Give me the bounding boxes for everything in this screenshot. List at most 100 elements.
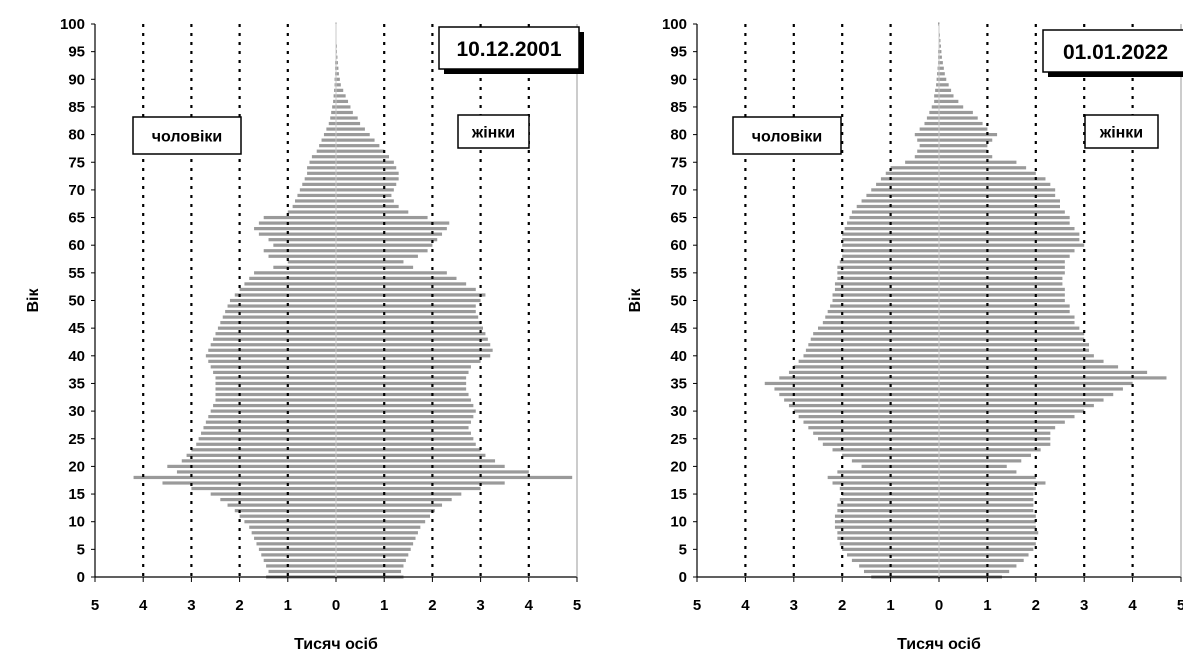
bar: [813, 431, 939, 435]
bar: [842, 238, 939, 242]
bar: [808, 426, 939, 430]
x-tick-label: 5: [91, 597, 99, 614]
bar: [268, 254, 336, 258]
bar: [336, 215, 428, 220]
x-tick-label: 5: [1177, 597, 1183, 614]
x-tick-label: 3: [476, 597, 484, 614]
bar: [336, 155, 390, 159]
bar: [827, 309, 939, 314]
bar: [914, 133, 939, 137]
pyramid-chart-2022: 0510152025303540455055606570758085909510…: [627, 16, 1183, 653]
bar: [939, 282, 1063, 286]
bar: [336, 298, 481, 303]
y-tick-label: 25: [68, 431, 85, 448]
bar: [176, 470, 336, 474]
bar: [244, 520, 336, 524]
bar: [939, 426, 1056, 430]
y-tick-label: 0: [77, 569, 85, 586]
bar: [215, 392, 336, 397]
bar: [939, 564, 1017, 568]
bar: [336, 481, 505, 485]
x-tick-label: 5: [573, 597, 581, 614]
bar: [258, 221, 336, 225]
bar: [162, 481, 336, 485]
bar: [336, 470, 529, 474]
bar: [851, 210, 939, 214]
bar: [336, 437, 474, 441]
bar: [220, 321, 336, 325]
bar: [939, 171, 1036, 175]
bar: [939, 542, 1036, 546]
bar: [939, 547, 1034, 551]
bar: [336, 188, 394, 192]
bar: [336, 72, 339, 76]
bar: [336, 403, 474, 408]
bar: [939, 160, 1017, 164]
bar: [939, 387, 1123, 391]
bar: [336, 138, 375, 142]
bar: [302, 182, 336, 186]
bar: [939, 343, 1090, 347]
bar: [336, 221, 450, 225]
x-tick-label: 0: [935, 597, 943, 614]
date-box: [438, 26, 580, 70]
bar: [328, 121, 336, 126]
bar: [798, 415, 939, 419]
bar: [939, 497, 1034, 502]
bar: [939, 149, 988, 153]
series-men: [764, 22, 940, 579]
bar: [227, 503, 336, 507]
bar: [336, 66, 339, 70]
bar: [234, 293, 336, 297]
bar: [939, 415, 1075, 419]
x-tick-label: 2: [428, 597, 436, 614]
bar: [336, 160, 394, 164]
bar: [837, 276, 939, 280]
bar: [297, 193, 336, 198]
bar: [239, 514, 336, 518]
x-tick-label: 2: [235, 597, 243, 614]
bar: [939, 481, 1046, 485]
bar: [939, 166, 1027, 170]
bar: [939, 105, 964, 109]
bar: [764, 381, 939, 386]
bar: [871, 188, 939, 192]
bar: [939, 503, 1034, 507]
bar: [336, 127, 365, 131]
bar: [939, 464, 1007, 469]
legend-box-men: [132, 116, 242, 155]
date-label: 10.12.2001: [456, 38, 561, 61]
bar: [837, 509, 939, 513]
bar: [336, 293, 486, 297]
x-tick-label: 1: [983, 597, 991, 614]
bar: [336, 453, 486, 457]
bar: [939, 309, 1070, 314]
y-tick-label: 65: [670, 210, 687, 227]
bar: [803, 420, 939, 424]
bar: [839, 542, 939, 546]
bar: [939, 116, 978, 120]
bar: [336, 398, 471, 402]
bar: [336, 459, 496, 463]
bar: [222, 315, 336, 319]
bar: [837, 271, 939, 275]
bar: [939, 204, 1060, 209]
bar: [336, 177, 399, 181]
bar: [847, 221, 939, 225]
bar: [939, 459, 1022, 463]
bar: [939, 188, 1056, 192]
bar: [336, 503, 443, 507]
bar: [939, 72, 945, 76]
bar: [336, 525, 421, 529]
bar: [939, 144, 988, 148]
bar: [885, 171, 939, 175]
bar: [808, 343, 939, 347]
bar: [254, 536, 336, 540]
y-tick-label: 95: [68, 44, 85, 61]
y-tick-label: 75: [68, 154, 85, 171]
bar: [336, 287, 476, 292]
y-tick-label: 10: [670, 514, 687, 531]
bar: [205, 420, 336, 424]
bar: [939, 448, 1041, 452]
bar: [827, 475, 939, 480]
